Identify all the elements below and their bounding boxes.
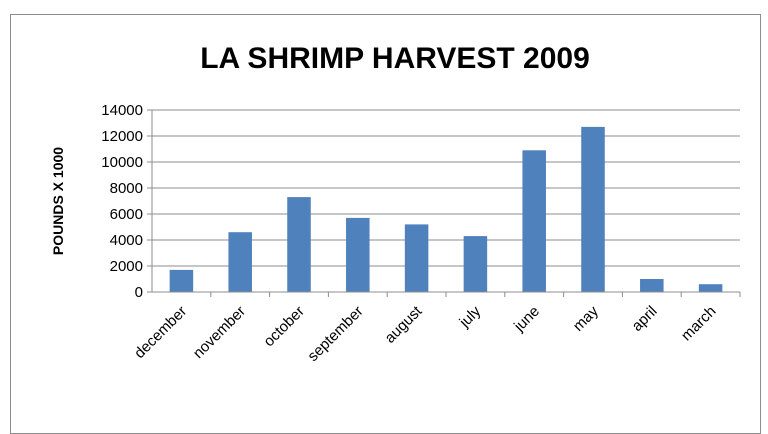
- x-tick-label: august: [382, 302, 426, 346]
- y-tick-labels: 0 2000 4000 6000 8000 10000 12000 14000: [101, 102, 143, 301]
- y-tick-label: 2000: [110, 258, 143, 275]
- chart-title: LA SHRIMP HARVEST 2009: [200, 42, 590, 75]
- bar-august: [404, 224, 429, 292]
- bar-july: [463, 236, 488, 292]
- bar-chart: LA SHRIMP HARVEST 2009 POUNDS X 1000 0 20…: [50, 42, 741, 365]
- x-tick-label: december: [131, 303, 190, 362]
- y-tick-label: 10000: [101, 154, 143, 171]
- y-tick-label: 8000: [110, 180, 143, 197]
- bar-may: [581, 126, 605, 293]
- y-tick-label: 12000: [101, 128, 143, 145]
- bar-june: [522, 150, 546, 292]
- bar-october: [287, 197, 311, 292]
- x-tick-label: september: [304, 303, 366, 365]
- bar-march: [698, 284, 723, 292]
- bars: [169, 126, 723, 293]
- y-tick-label: 14000: [101, 102, 143, 119]
- x-tick-label: march: [678, 303, 719, 344]
- axes: [147, 109, 741, 297]
- y-axis-label: POUNDS X 1000: [50, 147, 66, 255]
- x-tick-label: april: [629, 303, 661, 335]
- bar-april: [640, 279, 664, 292]
- y-tick-label: 0: [135, 284, 143, 301]
- y-tick-label: 4000: [110, 232, 143, 249]
- chart-frame: [10, 14, 761, 434]
- y-tick-label: 6000: [110, 206, 143, 223]
- bar-september: [346, 217, 370, 292]
- x-tick-label: june: [510, 303, 543, 336]
- bar-november: [228, 232, 252, 292]
- x-tick-label: july: [456, 302, 485, 331]
- x-tick-label: november: [190, 303, 249, 362]
- bar-december: [169, 269, 194, 292]
- x-tick-label: october: [260, 303, 307, 350]
- x-tick-label: may: [570, 302, 602, 334]
